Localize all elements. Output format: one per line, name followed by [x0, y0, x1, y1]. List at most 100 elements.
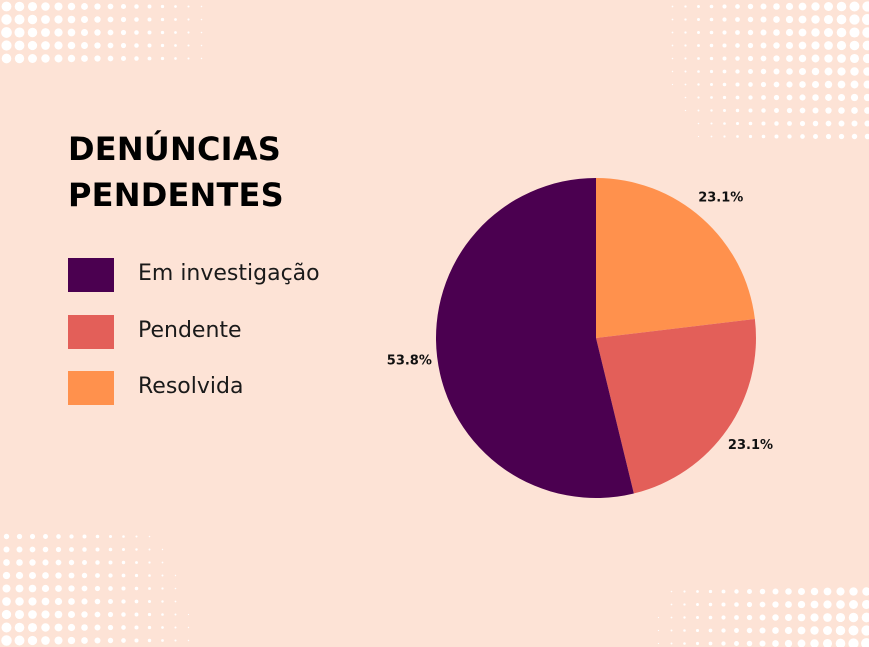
decorative-dot	[734, 628, 739, 633]
decorative-dot	[2, 597, 11, 606]
decorative-dot	[1, 609, 12, 620]
decorative-dot	[81, 572, 88, 579]
decorative-dot	[722, 17, 727, 22]
decorative-dot	[811, 54, 820, 63]
decorative-dot	[825, 107, 832, 114]
decorative-dot	[684, 18, 687, 21]
decorative-dot	[200, 57, 203, 60]
decorative-dot	[837, 67, 846, 76]
decorative-dot	[835, 638, 846, 647]
decorative-dot	[760, 29, 767, 36]
decorative-dot	[41, 15, 50, 24]
decorative-dot	[15, 597, 24, 606]
decorative-dot	[786, 55, 793, 62]
decorative-dot	[785, 41, 794, 50]
decorative-dot	[721, 602, 726, 607]
decorative-dot	[683, 616, 686, 619]
decorative-dot	[54, 2, 63, 11]
decorative-dot	[786, 68, 793, 75]
decorative-dot	[28, 571, 37, 580]
decorative-dot	[121, 638, 126, 643]
decorative-dot	[1, 40, 12, 51]
decorative-dot	[108, 586, 113, 591]
decorative-dot	[135, 535, 138, 538]
decorative-dot	[709, 56, 714, 61]
decorative-dot	[67, 41, 76, 50]
decorative-dot	[14, 27, 25, 38]
decorative-dot	[723, 135, 726, 138]
decorative-dot	[107, 42, 114, 49]
decorative-dot	[811, 2, 820, 11]
pie-slice-em-investiga-o	[436, 178, 634, 498]
decorative-dot	[697, 109, 700, 112]
decorative-dot	[67, 2, 76, 11]
decorative-dot	[14, 53, 25, 64]
decorative-dot	[722, 56, 727, 61]
decorative-dot	[838, 120, 845, 127]
decorative-dot	[772, 614, 779, 621]
decorative-dot	[836, 587, 845, 596]
decorative-dot	[746, 640, 753, 647]
decorative-dot	[42, 546, 49, 553]
decorative-dot	[54, 28, 63, 37]
decorative-dot	[748, 108, 753, 113]
decorative-dot	[836, 40, 847, 51]
decorative-dot	[174, 44, 177, 47]
decorative-dot	[786, 94, 793, 101]
decorative-dot	[759, 614, 766, 621]
decorative-dot	[28, 610, 37, 619]
decorative-dot	[2, 571, 11, 580]
decorative-dot	[851, 133, 858, 140]
decorative-dot	[710, 122, 713, 125]
decorative-dot	[134, 573, 139, 578]
decorative-dot	[94, 585, 101, 592]
decorative-dot	[27, 40, 38, 51]
decorative-dot	[823, 613, 832, 622]
decorative-dot	[683, 642, 686, 645]
decorative-dot	[27, 635, 38, 646]
decorative-dot	[759, 588, 766, 595]
decorative-dot	[722, 82, 727, 87]
pie-slice-label: 23.1%	[728, 438, 773, 453]
decorative-dot	[94, 16, 101, 23]
decorative-dot	[862, 27, 869, 38]
decorative-dot	[848, 638, 859, 647]
decorative-dot	[708, 628, 713, 633]
decorative-dot	[121, 560, 126, 565]
decorative-dot	[786, 107, 793, 114]
decorative-dot	[134, 17, 139, 22]
decorative-dot	[94, 637, 101, 644]
decorative-dot	[722, 69, 727, 74]
decorative-dot	[147, 17, 152, 22]
decorative-dot	[760, 68, 767, 75]
decorative-dot	[748, 121, 753, 126]
decorative-dot	[108, 599, 113, 604]
decorative-dot	[81, 598, 88, 605]
decorative-dot	[823, 27, 834, 38]
legend-item-em-investigacao: Em investigação	[68, 258, 368, 292]
decorative-dot	[722, 30, 727, 35]
decorative-dot	[773, 81, 780, 88]
decorative-dot	[710, 83, 713, 86]
decorative-dot	[174, 574, 177, 577]
decorative-dot	[786, 81, 793, 88]
decorative-dot	[861, 599, 869, 610]
decorative-dot	[147, 612, 152, 617]
decorative-dot	[747, 29, 754, 36]
decorative-dot	[148, 574, 151, 577]
decorative-dot	[161, 639, 164, 642]
decorative-dot	[14, 40, 25, 51]
decorative-dot	[160, 43, 165, 48]
decorative-dot	[134, 612, 139, 617]
decorative-dot	[746, 614, 753, 621]
decorative-dot	[160, 56, 165, 61]
decorative-dot	[147, 43, 152, 48]
decorative-dot	[864, 133, 869, 140]
decorative-dot	[759, 640, 766, 647]
decorative-dot	[774, 108, 779, 113]
decorative-dot	[3, 546, 10, 553]
decorative-dot	[760, 3, 767, 10]
legend-item-resolvida: Resolvida	[68, 371, 368, 405]
decorative-dot	[735, 121, 740, 126]
